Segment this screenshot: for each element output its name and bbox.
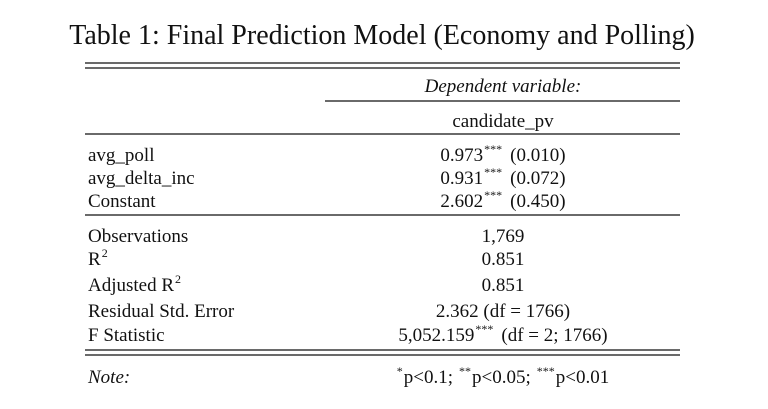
statistic-cell: 5,052.159*** (df = 2; 1766) [398, 322, 607, 346]
standard-error: (0.450) [510, 191, 565, 212]
row-label: avg_delta_inc [88, 168, 195, 189]
row-label: Residual Std. Error [88, 301, 235, 322]
coefficient-cell: 0.931*** (0.072) [440, 165, 565, 189]
statistic-cell: 1,769 [482, 226, 525, 247]
coefficient-cell: 2.602*** (0.450) [440, 188, 565, 212]
value: 2.362 (df = 1766) [436, 301, 570, 322]
row-label: R2 [88, 246, 108, 270]
note-label: Note: [87, 367, 130, 388]
superscript: *** [484, 188, 502, 202]
superscript: *** [484, 165, 502, 179]
estimate: 0.931 [440, 168, 483, 189]
row-label: F Statistic [88, 325, 165, 346]
superscript: 2 [102, 246, 108, 260]
statistic-cell: 0.851 [482, 275, 525, 296]
dependent-label: Dependent variable: [424, 76, 582, 97]
label: Observations [88, 226, 188, 247]
note-text: *p<0.1; **p<0.05; ***p<0.01 [397, 364, 609, 388]
value: 0.851 [482, 249, 525, 270]
label: Adjusted R [88, 275, 174, 296]
statistic-cell: 2.362 (df = 1766) [436, 301, 570, 322]
standard-error: (0.072) [510, 168, 565, 189]
row-label: Observations [88, 226, 188, 247]
row-label: Constant [88, 191, 156, 212]
estimate: 0.973 [440, 145, 483, 166]
note-item: p<0.01 [556, 367, 609, 388]
detail: (df = 2; 1766) [501, 325, 607, 346]
table-title: Table 1: Final Prediction Model (Economy… [69, 20, 695, 51]
value: 1,769 [482, 226, 525, 247]
estimate: 2.602 [440, 191, 483, 212]
superscript: *** [484, 142, 502, 156]
row-label: Adjusted R2 [88, 272, 181, 296]
statistic-cell: 0.851 [482, 249, 525, 270]
value: 0.851 [482, 275, 525, 296]
row-label: avg_poll [88, 145, 155, 166]
value: 5,052.159 [398, 325, 474, 346]
label: Residual Std. Error [88, 301, 235, 322]
note-item: p<0.05; [472, 367, 531, 388]
superscript: * [397, 364, 403, 378]
coefficient-cell: 0.973*** (0.010) [440, 142, 565, 166]
note-item: p<0.1; [404, 367, 453, 388]
superscript: *** [475, 322, 493, 336]
dependent-variable: candidate_pv [452, 111, 554, 132]
label: F Statistic [88, 325, 165, 346]
standard-error: (0.010) [510, 145, 565, 166]
label: R [88, 249, 101, 270]
superscript: *** [537, 364, 555, 378]
superscript: 2 [175, 272, 181, 286]
superscript: ** [459, 364, 471, 378]
